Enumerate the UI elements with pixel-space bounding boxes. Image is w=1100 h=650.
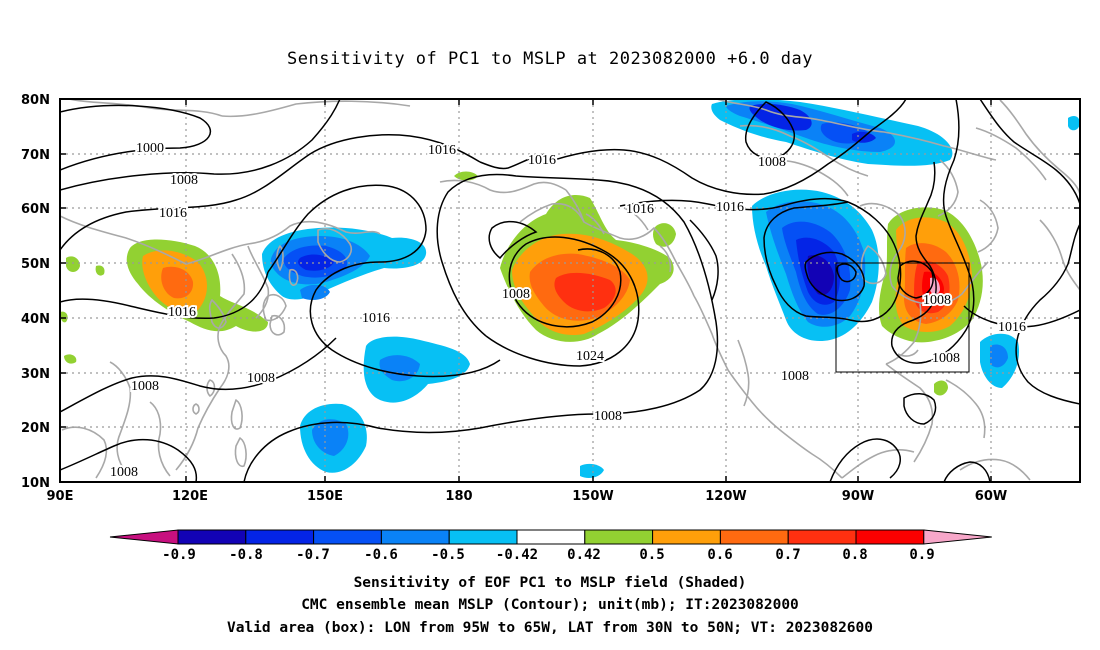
contour-label: 1008 (110, 465, 138, 480)
caption-contour: CMC ensemble mean MSLP (Contour); unit(m… (301, 597, 799, 613)
lat-label: 70N (21, 148, 50, 163)
lat-label: 10N (21, 476, 50, 491)
contour-label: 1008 (594, 409, 622, 424)
contour-label: 1008 (923, 293, 951, 308)
shaded-sensitivity (60, 99, 1080, 478)
contour-label: 1008 (170, 173, 198, 188)
colorbar-label: -0.8 (229, 547, 263, 563)
colorbar-label: -0.9 (162, 547, 196, 563)
contour-label: 1000 (136, 141, 164, 156)
contour-label: 1016 (998, 320, 1026, 335)
colorbar-swatch (584, 529, 654, 545)
contour-label: 1008 (781, 369, 809, 384)
colorbar-label: -0.7 (296, 547, 330, 563)
shade-positive-eastasia-core (161, 266, 194, 299)
contour-label: 1016 (716, 200, 744, 215)
colorbar-label: 0.7 (775, 547, 800, 563)
contour-label: 1016 (528, 153, 556, 168)
graticule (60, 99, 1080, 482)
contour-label: 1008 (247, 371, 275, 386)
contour-label: 1016 (362, 311, 390, 326)
colorbar-swatch (313, 529, 382, 545)
lat-label: 80N (21, 93, 50, 108)
lon-label: 150W (572, 489, 613, 504)
contour-label: 1008 (131, 379, 159, 394)
contour-labels: 1000 1008 1016 1016 1008 1008 1016 1008 1016 1024… (108, 139, 1028, 482)
colorbar-left-arrow (109, 529, 179, 545)
colorbar-label: -0.42 (496, 547, 538, 563)
contour-label: 1008 (758, 155, 786, 170)
colorbar-label: -0.6 (364, 547, 398, 563)
contour-label: 1008 (932, 351, 960, 366)
contour-label: 1016 (428, 143, 456, 158)
lon-label: 120E (172, 489, 208, 504)
map-frame (59, 98, 1081, 483)
colorbar-swatch (787, 529, 857, 545)
lat-label: 30N (21, 367, 50, 382)
caption-valid-area: Valid area (box): LON from 95W to 65W, L… (226, 620, 873, 636)
lon-label: 90W (842, 489, 874, 504)
colorbar-swatch (719, 529, 789, 545)
colorbar-swatch (448, 529, 518, 545)
colorbar-label: 0.6 (707, 547, 732, 563)
colorbar-label: -0.5 (431, 547, 465, 563)
colorbar-swatch (516, 529, 586, 545)
colorbar-right-arrow (923, 529, 992, 545)
lon-label: 180 (445, 489, 472, 504)
contour-label: 1024 (576, 349, 604, 364)
axis-ticks (60, 98, 1080, 483)
lon-label: 60W (975, 489, 1007, 504)
colorbar-swatch (855, 529, 925, 545)
colorbar-label: 0.9 (909, 547, 934, 563)
colorbar-labels: -0.9 -0.8 -0.7 -0.6 -0.5 -0.42 0.42 0.5 … (162, 547, 935, 563)
mslp-contours (60, 99, 1080, 482)
colorbar-label: 0.5 (639, 547, 664, 563)
caption-shading: Sensitivity of EOF PC1 to MSLP field (Sh… (353, 575, 747, 591)
lat-label: 50N (21, 257, 50, 272)
colorbar-swatch (177, 529, 247, 545)
lon-label: 150E (307, 489, 343, 504)
colorbar (109, 529, 992, 545)
lat-label: 20N (21, 421, 50, 436)
lat-label: 60N (21, 202, 50, 217)
lat-axis-labels: 80N 70N 60N 50N 40N 30N 20N 10N (21, 93, 50, 491)
colorbar-swatch (380, 529, 450, 545)
colorbar-swatch (245, 529, 315, 545)
contour-label: 1008 (502, 287, 530, 302)
coastlines (60, 99, 1080, 481)
colorbar-label: 0.8 (842, 547, 867, 563)
lon-label: 120W (705, 489, 746, 504)
lon-axis-labels: 90E 120E 150E 180 150W 120W 90W 60W (47, 489, 1008, 504)
lon-label: 90E (47, 489, 74, 504)
contour-label: 1016 (626, 202, 654, 217)
valid-area-box (835, 262, 970, 373)
colorbar-swatch (652, 529, 721, 545)
contour-label: 1016 (159, 206, 187, 221)
contour-label: 1016 (168, 305, 196, 320)
lat-label: 40N (21, 312, 50, 327)
map-title: Sensitivity of PC1 to MSLP at 2023082000… (286, 49, 813, 69)
colorbar-label: 0.42 (567, 547, 601, 563)
